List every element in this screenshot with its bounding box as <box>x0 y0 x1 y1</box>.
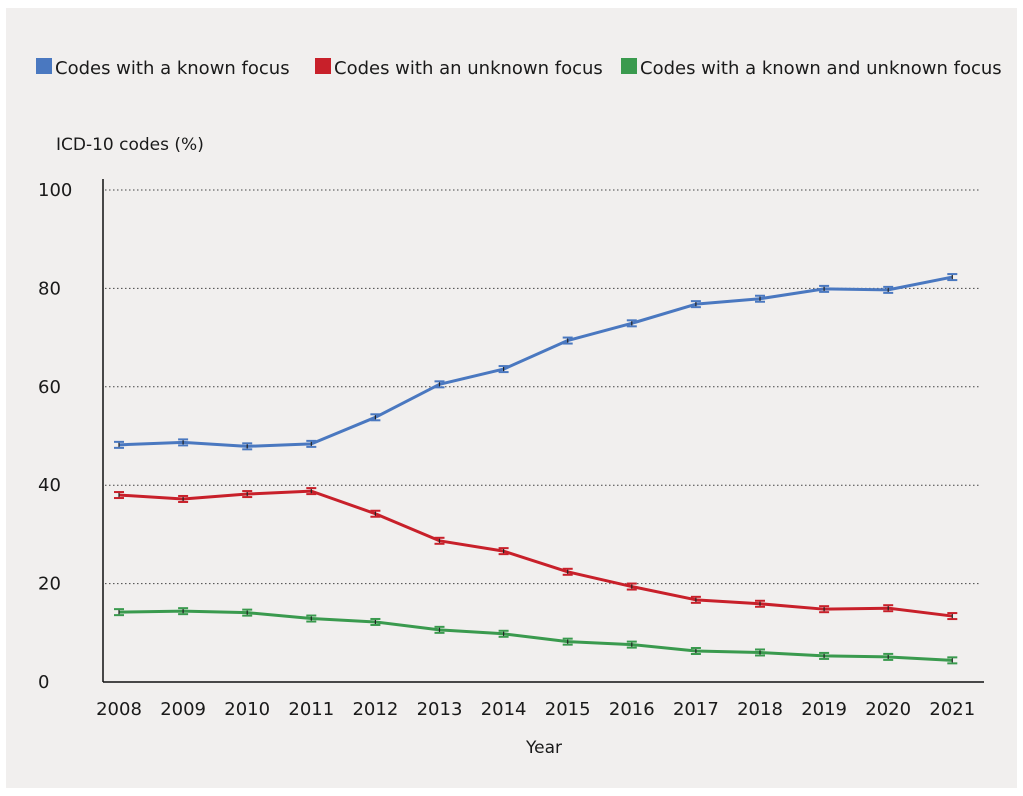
data-point-codes-with-a-known-and-unknown-focus-2018 <box>755 648 765 657</box>
y-tick-label-0: 0 <box>38 672 49 693</box>
data-point-codes-with-an-unknown-focus-2012 <box>370 509 381 518</box>
data-point-codes-with-a-known-focus-2009 <box>178 438 189 447</box>
data-point-codes-with-an-unknown-focus-2019 <box>819 605 830 614</box>
x-tick-label-2008: 2008 <box>96 699 142 720</box>
x-tick-label-2013: 2013 <box>417 699 463 720</box>
data-point-codes-with-an-unknown-focus-2020 <box>883 604 894 613</box>
data-point-codes-with-a-known-and-unknown-focus-2017 <box>690 647 701 656</box>
data-point-codes-with-a-known-focus-2008 <box>114 440 124 449</box>
data-point-codes-with-a-known-focus-2010 <box>242 442 253 451</box>
data-point-codes-with-an-unknown-focus-2015 <box>562 567 573 576</box>
line-chart: Codes with a known focus Codes with an un… <box>36 58 1002 758</box>
data-point-codes-with-an-unknown-focus-2017 <box>690 595 701 604</box>
axes <box>102 179 984 683</box>
y-tick-label-20: 20 <box>38 574 61 595</box>
legend-swatch-codes-with-an-unknown-focus <box>315 58 331 74</box>
data-point-codes-with-a-known-and-unknown-focus-2010 <box>242 608 253 617</box>
x-tick-label-2011: 2011 <box>288 699 334 720</box>
gridlines <box>105 189 981 585</box>
series-codes-with-a-known-and-unknown-focus <box>114 607 958 665</box>
x-axis-ticks: 2008 2009 2010 2011 2012 2013 2014 2015 2016 2017… <box>96 699 975 720</box>
data-point-codes-with-an-unknown-focus-2011 <box>306 487 317 496</box>
data-point-codes-with-an-unknown-focus-2014 <box>498 547 509 556</box>
chart-panel: Codes with a known focus Codes with an un… <box>6 8 1017 788</box>
plot-area <box>114 273 958 665</box>
series-codes-with-a-known-focus <box>114 273 958 451</box>
data-point-codes-with-a-known-and-unknown-focus-2015 <box>562 637 573 646</box>
data-point-codes-with-an-unknown-focus-2018 <box>755 599 765 608</box>
y-axis-ticks: 0 20 40 60 80 100 <box>38 180 72 693</box>
legend: Codes with a known focus Codes with an un… <box>36 58 1002 79</box>
data-point-codes-with-a-known-focus-2014 <box>498 365 509 374</box>
data-point-codes-with-a-known-focus-2013 <box>434 380 445 389</box>
legend-label-codes-with-a-known-and-unknown-focus: Codes with a known and unknown focus <box>640 58 1002 79</box>
x-tick-label-2012: 2012 <box>352 699 398 720</box>
series-line-codes-with-a-known-and-unknown-focus <box>118 609 953 662</box>
data-point-codes-with-a-known-and-unknown-focus-2020 <box>883 652 894 661</box>
x-tick-label-2014: 2014 <box>481 699 527 720</box>
data-point-codes-with-a-known-and-unknown-focus-2013 <box>434 625 445 634</box>
y-axis-title: ICD-10 codes (%) <box>56 135 204 155</box>
data-point-codes-with-a-known-and-unknown-focus-2021 <box>947 656 958 665</box>
x-tick-label-2010: 2010 <box>224 699 270 720</box>
x-tick-label-2016: 2016 <box>609 699 655 720</box>
data-point-codes-with-a-known-and-unknown-focus-2011 <box>306 614 317 623</box>
data-point-codes-with-an-unknown-focus-2016 <box>626 582 637 591</box>
x-tick-label-2019: 2019 <box>801 699 847 720</box>
data-point-codes-with-a-known-and-unknown-focus-2008 <box>114 608 124 617</box>
data-point-codes-with-a-known-focus-2015 <box>562 336 573 345</box>
data-point-codes-with-a-known-and-unknown-focus-2009 <box>178 607 189 616</box>
data-point-codes-with-a-known-focus-2011 <box>306 439 317 448</box>
legend-swatch-codes-with-a-known-focus <box>36 58 52 74</box>
legend-label-codes-with-a-known-focus: Codes with a known focus <box>55 58 290 79</box>
data-point-codes-with-a-known-and-unknown-focus-2019 <box>819 651 830 660</box>
y-tick-label-60: 60 <box>38 377 61 398</box>
x-tick-label-2009: 2009 <box>160 699 206 720</box>
data-point-codes-with-an-unknown-focus-2010 <box>242 490 253 499</box>
data-point-codes-with-a-known-focus-2021 <box>947 273 958 282</box>
legend-label-codes-with-an-unknown-focus: Codes with an unknown focus <box>334 58 603 79</box>
data-point-codes-with-a-known-focus-2016 <box>626 319 637 328</box>
data-point-codes-with-a-known-and-unknown-focus-2012 <box>370 617 381 626</box>
data-point-codes-with-a-known-focus-2018 <box>755 294 765 303</box>
data-point-codes-with-an-unknown-focus-2008 <box>114 491 124 500</box>
series-line-codes-with-an-unknown-focus <box>118 489 953 618</box>
x-tick-label-2017: 2017 <box>673 699 719 720</box>
data-point-codes-with-a-known-focus-2019 <box>819 284 830 293</box>
x-axis-title: Year <box>525 738 562 758</box>
data-point-codes-with-a-known-focus-2017 <box>690 300 701 309</box>
data-point-codes-with-a-known-and-unknown-focus-2016 <box>626 640 637 649</box>
legend-swatch-codes-with-a-known-and-unknown-focus <box>621 58 637 74</box>
x-tick-label-2021: 2021 <box>929 699 975 720</box>
x-tick-label-2018: 2018 <box>737 699 783 720</box>
y-tick-label-80: 80 <box>38 278 61 299</box>
data-point-codes-with-a-known-focus-2020 <box>883 285 894 294</box>
series-codes-with-an-unknown-focus <box>114 487 958 621</box>
y-tick-label-40: 40 <box>38 475 61 496</box>
data-point-codes-with-a-known-and-unknown-focus-2014 <box>498 629 509 638</box>
data-point-codes-with-a-known-focus-2012 <box>370 413 381 422</box>
series-line-codes-with-a-known-focus <box>118 275 953 448</box>
y-tick-label-100: 100 <box>38 180 72 201</box>
data-point-codes-with-an-unknown-focus-2021 <box>947 612 958 621</box>
data-point-codes-with-an-unknown-focus-2013 <box>434 536 445 545</box>
x-tick-label-2020: 2020 <box>865 699 911 720</box>
data-point-codes-with-an-unknown-focus-2009 <box>178 494 189 503</box>
x-tick-label-2015: 2015 <box>545 699 591 720</box>
